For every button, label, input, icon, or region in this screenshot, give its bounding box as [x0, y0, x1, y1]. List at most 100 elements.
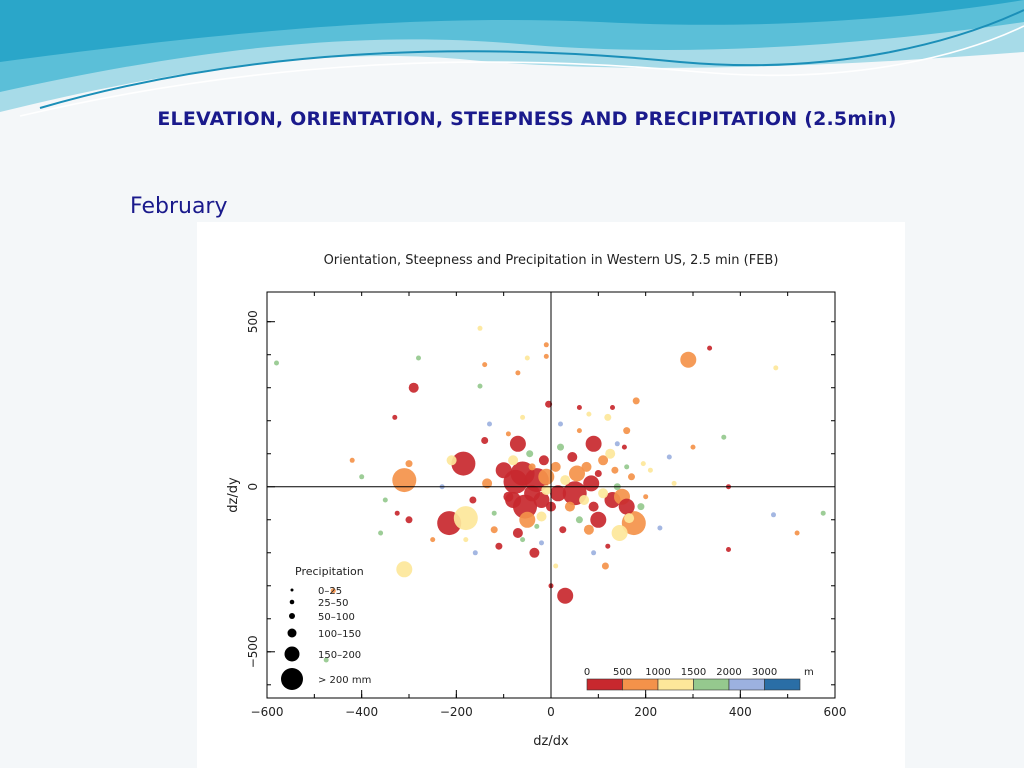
data-point [628, 473, 635, 481]
data-point [575, 516, 583, 524]
data-point [408, 382, 419, 393]
data-point [453, 506, 478, 531]
data-point [519, 511, 536, 528]
data-point [463, 537, 469, 543]
x-tick-label: 0 [547, 705, 555, 719]
elevation-color-legend: 0 500 1000 1500 2000 3000 m [584, 667, 814, 691]
color-legend-labels: 0 500 1000 1500 2000 3000 m [584, 667, 814, 678]
data-point [505, 431, 511, 437]
data-point [590, 511, 607, 528]
data-point [477, 325, 483, 331]
data-point [538, 455, 549, 466]
data-point [416, 355, 421, 361]
data-point [690, 444, 696, 450]
data-point [773, 365, 779, 371]
elevation-legend-label: 1500 [681, 667, 706, 678]
data-point [405, 460, 413, 468]
data-point [392, 468, 417, 493]
color-legend-swatches [586, 678, 801, 691]
data-point [487, 421, 492, 427]
data-point [503, 491, 514, 502]
x-tick-label: −200 [440, 705, 473, 719]
data-point [707, 345, 713, 351]
data-point [598, 455, 609, 466]
data-point [583, 475, 600, 492]
data-point [392, 414, 398, 420]
data-point [520, 537, 526, 543]
data-point [509, 435, 526, 452]
size-legend-label: 25–50 [318, 598, 348, 609]
ticks-layer: −600 −400 −200 0 200 400 600 −500 0 500 [246, 292, 846, 719]
data-point [451, 451, 476, 476]
data-point [647, 467, 653, 473]
x-tick-label: 600 [824, 705, 847, 719]
data-point [671, 480, 677, 486]
data-point [583, 524, 594, 535]
data-point [477, 383, 483, 389]
header-wave-decoration [0, 0, 1024, 117]
data-point [721, 434, 727, 440]
data-point [591, 550, 597, 556]
data-point [553, 563, 559, 569]
data-point [586, 411, 592, 417]
data-point [405, 516, 413, 524]
data-point [794, 530, 800, 536]
slide-title: ELEVATION, ORIENTATION, STEEPNESS AND PR… [157, 108, 897, 130]
data-point [323, 657, 329, 663]
data-point [541, 485, 552, 495]
chart-panel: Orientation, Steepness and Precipitation… [197, 222, 905, 768]
data-point [564, 501, 575, 512]
size-legend-title: Precipitation [295, 565, 364, 578]
data-point [588, 501, 599, 512]
x-axis-label: dz/dx [533, 734, 569, 749]
data-point [274, 360, 279, 366]
size-legend-label: 50–100 [318, 612, 355, 623]
data-point [526, 450, 534, 458]
data-point [618, 498, 635, 515]
elevation-legend-label: 0 [584, 667, 590, 678]
data-point [481, 437, 489, 444]
size-legend-dot [287, 628, 297, 638]
data-point [359, 474, 365, 480]
data-point [495, 542, 503, 550]
data-point [579, 495, 590, 505]
data-point [550, 461, 561, 472]
data-point [623, 427, 631, 435]
elevation-color-swatch [728, 678, 765, 691]
data-point [520, 414, 526, 420]
data-point [557, 443, 564, 451]
data-point [598, 488, 609, 499]
data-point [594, 470, 602, 477]
data-point [643, 494, 649, 500]
data-point [469, 496, 477, 504]
data-point [726, 547, 731, 552]
data-point [446, 455, 457, 466]
data-point [378, 530, 384, 536]
x-tick-label: −400 [345, 705, 378, 719]
x-tick-label: 200 [634, 705, 657, 719]
data-point [533, 492, 550, 508]
elevation-legend-label: 500 [613, 667, 632, 678]
data-point [515, 370, 521, 376]
data-point [528, 463, 536, 471]
elevation-legend-label: 1000 [645, 667, 670, 678]
data-point [330, 588, 336, 594]
scatter-chart: Orientation, Steepness and Precipitation… [226, 253, 846, 749]
data-point [605, 448, 616, 459]
data-point [569, 465, 585, 482]
data-point [567, 452, 578, 462]
data-point [495, 462, 512, 479]
data-point [605, 543, 611, 549]
chart-title: Orientation, Steepness and Precipitation… [324, 253, 779, 268]
data-point [632, 397, 640, 405]
data-point [666, 454, 672, 460]
elevation-color-swatch [693, 678, 730, 691]
elevation-color-swatch [657, 678, 694, 691]
data-point [621, 444, 627, 450]
data-point [430, 537, 436, 543]
data-point [349, 457, 355, 463]
data-point [394, 510, 400, 516]
data-point [640, 461, 646, 467]
data-point [508, 455, 519, 466]
elevation-color-swatch [622, 678, 659, 691]
